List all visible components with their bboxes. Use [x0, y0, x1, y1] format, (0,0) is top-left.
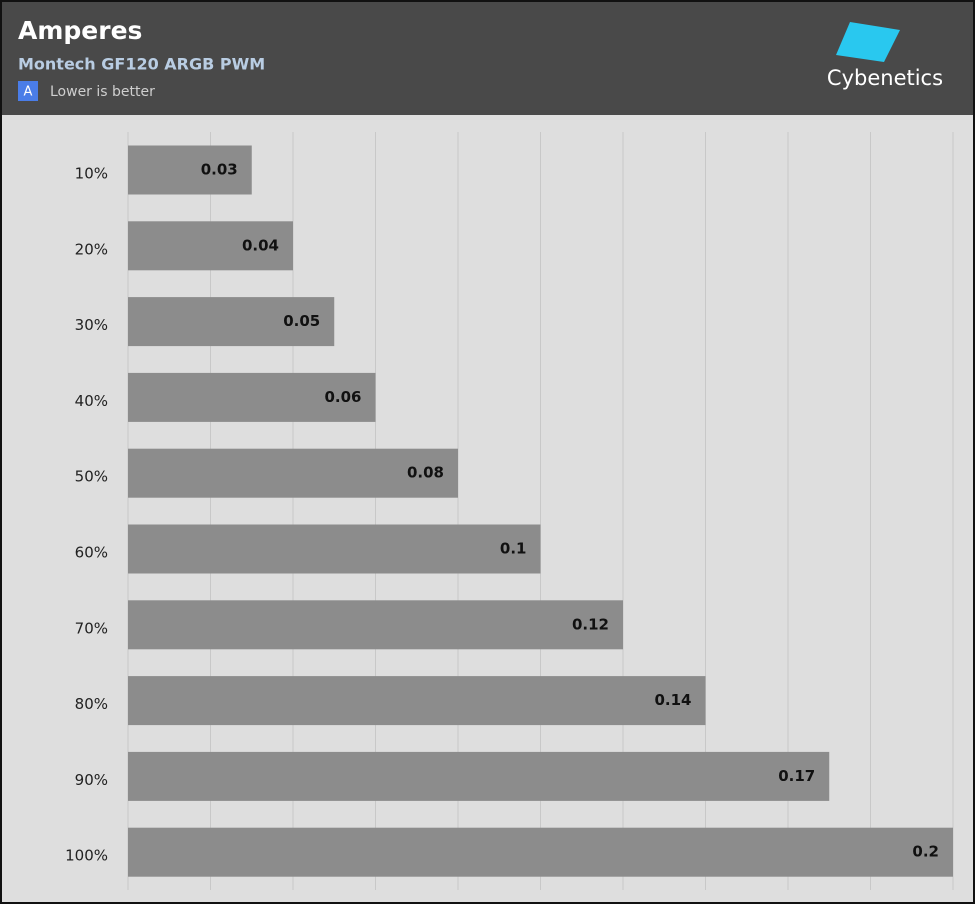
- badge: A: [24, 85, 33, 100]
- y-tick-label: 20%: [75, 240, 108, 258]
- badge-box: [18, 81, 38, 101]
- bar: [128, 524, 541, 574]
- y-tick-label: 40%: [75, 392, 108, 410]
- y-tick-label: 100%: [65, 847, 108, 865]
- chart-subtitle: Montech GF120 ARGB PWM: [18, 55, 265, 74]
- y-tick-label: 70%: [75, 619, 108, 637]
- y-tick-label: 90%: [75, 771, 108, 789]
- value-label: 0.14: [654, 691, 691, 709]
- value-label: 0.12: [572, 615, 609, 633]
- note: Lower is better: [50, 84, 155, 100]
- plot: 10% 0.03 20% 0.04 30% 0.05 40% 0.06 50% 0.08 60% 0.…: [65, 132, 954, 890]
- brand: Cybenetics: [827, 66, 943, 90]
- y-tick-label: 80%: [75, 695, 108, 713]
- value-label: 0.08: [407, 464, 444, 482]
- bar: [128, 600, 623, 650]
- bar: [128, 221, 293, 271]
- bar: [128, 676, 706, 726]
- bar: [128, 827, 953, 877]
- y-tick-label: 50%: [75, 468, 108, 486]
- header: [2, 2, 973, 115]
- value-label: 0.05: [283, 312, 320, 330]
- value-label: 0.04: [242, 236, 279, 254]
- bar: [128, 372, 376, 422]
- value-label: 0.17: [778, 767, 815, 785]
- value-label: 0.03: [201, 161, 238, 179]
- y-tick-label: 60%: [75, 544, 108, 562]
- value-label: 0.2: [912, 843, 939, 861]
- y-tick-label: 30%: [75, 316, 108, 334]
- bar: [128, 751, 830, 801]
- y-tick-label: 10%: [75, 165, 108, 183]
- value-label: 0.06: [324, 388, 361, 406]
- bar: [128, 145, 252, 195]
- bar: [128, 448, 458, 498]
- chart-title: Amperes: [18, 16, 142, 45]
- logo-mark: [836, 22, 900, 62]
- value-label: 0.1: [500, 540, 527, 558]
- bar: [128, 297, 335, 347]
